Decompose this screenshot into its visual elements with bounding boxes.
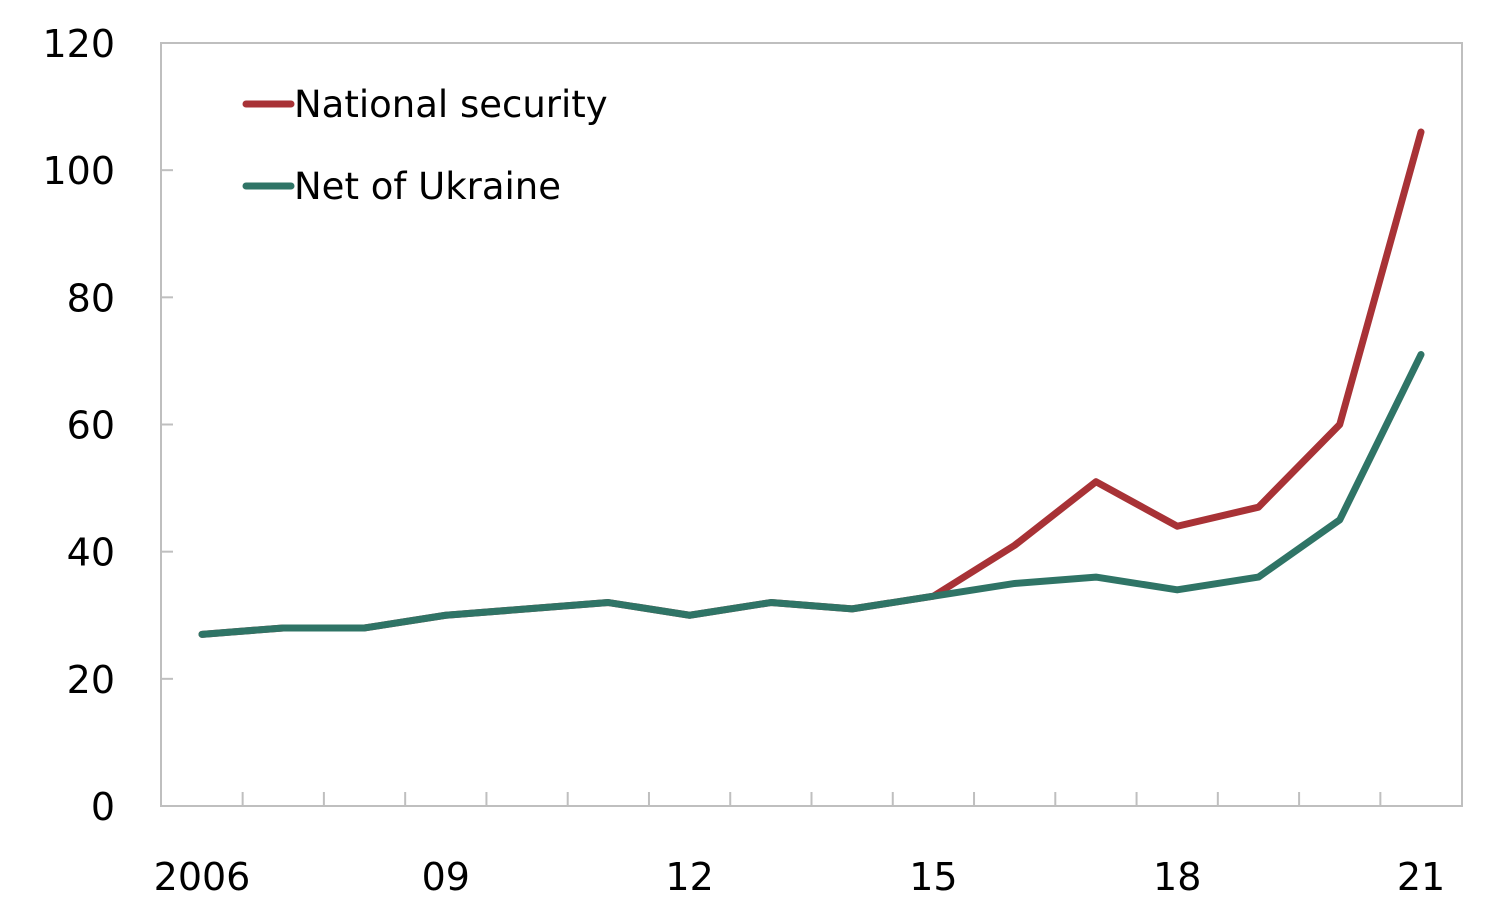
x-tick-label: 09	[422, 855, 470, 899]
x-tick-label: 15	[909, 855, 957, 899]
plot-area-frame	[160, 42, 1463, 807]
x-tick-label: 2006	[154, 855, 251, 899]
x-tick-label: 12	[665, 855, 713, 899]
y-tick-label: 40	[67, 531, 115, 575]
y-tick-label: 0	[91, 785, 115, 829]
x-tick-label: 21	[1397, 855, 1445, 899]
y-tick-label: 80	[67, 276, 115, 320]
legend-label: National security	[294, 83, 608, 126]
series-line-net-of-ukraine	[198, 351, 1425, 638]
y-tick-label: 60	[67, 404, 115, 448]
y-tick-label: 120	[42, 22, 115, 66]
y-tick-label: 20	[67, 658, 115, 702]
x-tick-label: 18	[1153, 855, 1201, 899]
y-tick-label: 100	[42, 149, 115, 193]
legend-label: Net of Ukraine	[294, 165, 561, 208]
